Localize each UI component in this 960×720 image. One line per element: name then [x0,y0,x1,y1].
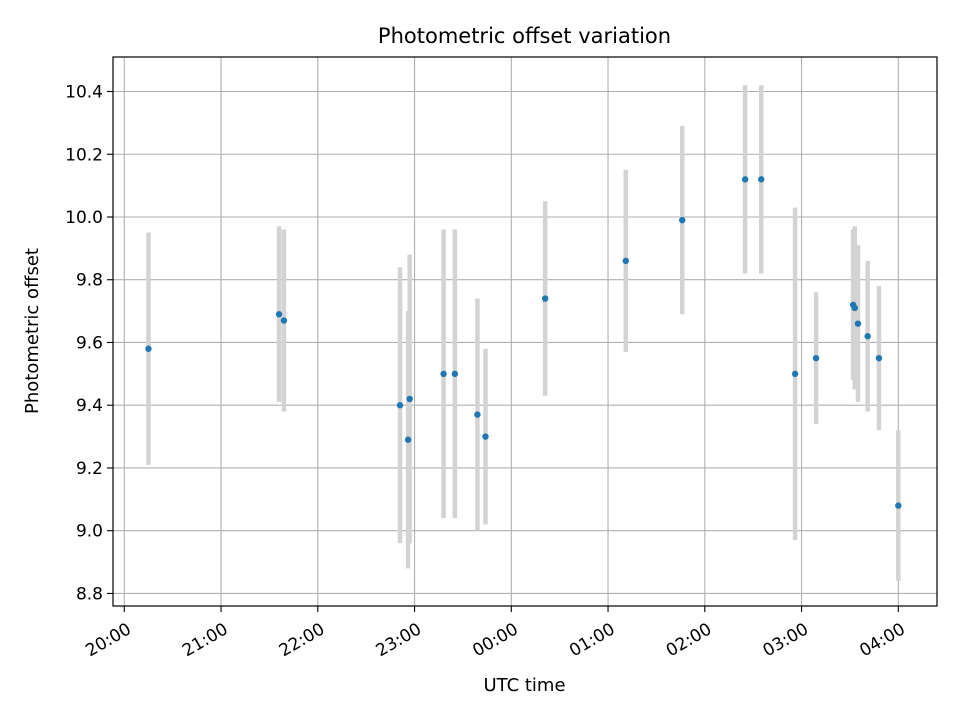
y-tick-label: 9.6 [76,333,103,353]
data-point [758,176,765,183]
data-point [482,433,489,440]
grid [113,57,937,606]
y-axis: 8.8 9.0 9.2 9.4 9.6 9.8 10.0 10.2 10.4 [65,83,113,604]
y-tick-label: 10.2 [65,145,103,165]
data-point [864,333,871,340]
data-points [145,176,902,509]
plot-frame [112,56,938,607]
chart-title: Photometric offset variation [378,24,671,48]
y-tick-label: 9.4 [76,396,103,416]
data-point [404,436,412,443]
data-point [145,345,152,352]
data-point [541,295,549,302]
data-point [679,216,686,224]
data-point [474,411,481,418]
data-point [440,370,447,378]
data-point [451,370,459,378]
data-point [812,354,820,362]
y-tick-label: 9.0 [76,522,103,542]
data-point [396,402,404,409]
y-tick-label: 10.4 [65,83,103,103]
y-tick-label: 9.8 [76,271,103,291]
data-point [280,317,288,324]
x-axis-title: UTC time [483,675,565,696]
y-axis-title: Photometric offset [22,248,43,414]
data-point [875,354,883,362]
data-point [741,176,749,183]
data-point [406,395,413,403]
data-point [275,311,283,318]
data-point [791,370,799,378]
y-tick-label: 8.8 [76,584,103,604]
data-point [622,257,629,265]
y-tick-label: 9.2 [76,459,103,479]
data-point [854,320,862,327]
data-point [851,304,858,312]
y-tick-label: 10.0 [65,208,103,228]
data-point [895,502,902,509]
